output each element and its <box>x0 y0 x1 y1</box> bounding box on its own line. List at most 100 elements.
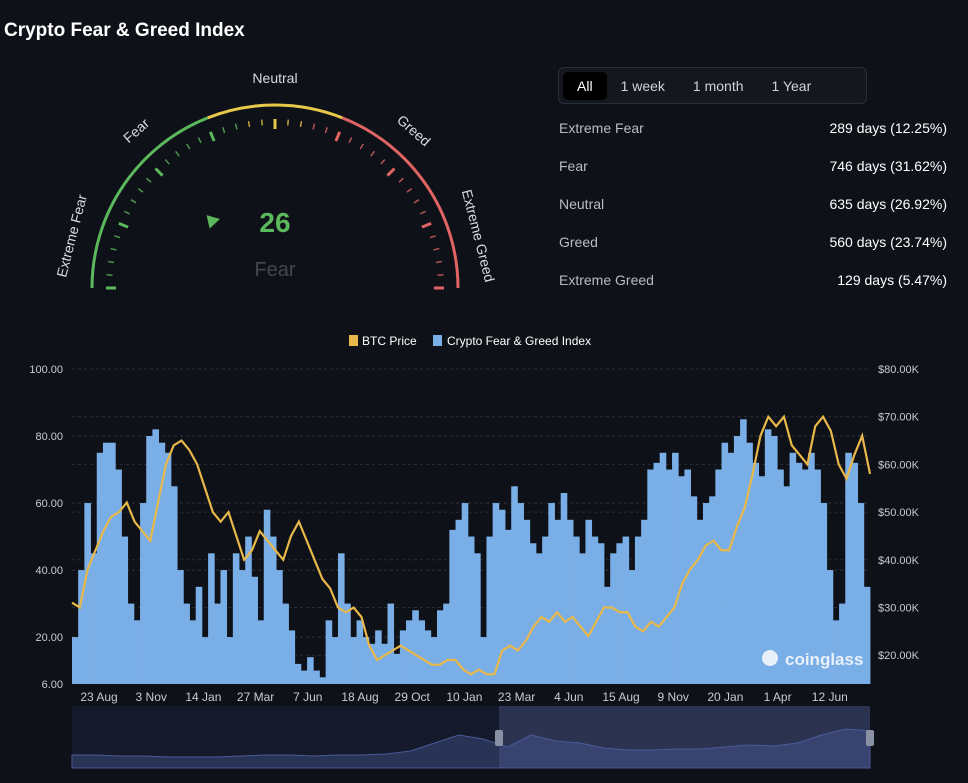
index-bar <box>313 670 320 684</box>
gauge-tick <box>234 123 238 130</box>
stat-value: 560 days (23.74%) <box>829 234 947 250</box>
gauge-tick <box>130 199 137 204</box>
left-axis-tick: 100.00 <box>29 364 63 376</box>
left-axis-tick: 80.00 <box>35 431 63 443</box>
index-bar <box>517 503 524 684</box>
gauge-tick <box>324 127 328 134</box>
index-bar <box>548 503 555 684</box>
index-bar <box>566 519 574 684</box>
x-axis-tick: 23 Aug <box>80 690 117 704</box>
index-bar <box>158 442 166 684</box>
index-bar <box>307 657 314 684</box>
index-bar <box>164 452 172 684</box>
gauge-tick <box>118 221 129 229</box>
index-bar <box>109 442 116 684</box>
index-bar <box>820 503 828 684</box>
x-axis-tick: 14 Jan <box>185 690 221 704</box>
gauge-arc <box>90 116 209 289</box>
x-axis-tick: 12 Jun <box>812 690 848 704</box>
stat-label: Extreme Greed <box>559 272 654 288</box>
tab-1-year[interactable]: 1 Year <box>771 77 812 94</box>
right-axis-tick: $70.00K <box>878 412 920 424</box>
index-bar <box>641 519 648 684</box>
index-bar <box>622 536 630 684</box>
gauge-tick <box>110 247 117 251</box>
index-bar <box>505 529 512 684</box>
stat-label: Extreme Fear <box>559 120 644 136</box>
tab-all[interactable]: All <box>563 71 607 100</box>
index-bar <box>808 452 815 684</box>
index-bar <box>467 536 475 684</box>
legend-swatch-index <box>433 335 442 346</box>
index-bar <box>832 620 840 684</box>
index-bar <box>430 637 438 684</box>
index-bar <box>814 469 821 684</box>
stats-list: Extreme Fear 289 days (12.25%) Fear 746 da… <box>559 120 947 310</box>
gauge-tick <box>186 143 191 150</box>
left-axis-tick: 6.00 <box>42 679 63 691</box>
gauge-tick <box>386 167 396 177</box>
navigator-handle-right[interactable] <box>866 730 874 746</box>
right-axis-tick: $20.00K <box>878 650 920 662</box>
history-chart: BTC Price Crypto Fear & Greed Index 100.00… <box>29 334 920 769</box>
gauge-tick <box>107 260 115 264</box>
index-bar <box>362 637 370 684</box>
index-bar <box>647 469 654 684</box>
gauge-tick <box>114 235 121 239</box>
gauge-tick <box>312 123 316 130</box>
index-bar <box>245 536 252 684</box>
index-bar <box>72 637 79 684</box>
index-bar <box>628 570 636 684</box>
gauge-tick <box>299 120 303 128</box>
x-axis-tick: 9 Nov <box>658 690 689 704</box>
index-bar <box>492 503 500 684</box>
index-bar <box>375 630 382 684</box>
index-bar <box>276 570 283 684</box>
fear-greed-gauge: Extreme Fear Fear Neutral Greed Extreme Gree… <box>53 70 498 290</box>
right-axis-tick: $60.00K <box>878 459 920 471</box>
index-bar <box>783 486 790 684</box>
tab-1-week[interactable]: 1 week <box>620 77 665 94</box>
index-bar <box>511 486 518 684</box>
gauge-value: 26 <box>259 207 290 238</box>
index-bar <box>604 586 611 684</box>
index-bar <box>771 436 778 684</box>
gauge-tick <box>146 177 152 183</box>
x-axis-tick: 1 Apr <box>764 690 792 704</box>
stat-greed: Greed 560 days (23.74%) <box>559 234 947 272</box>
index-bar <box>226 637 234 684</box>
index-bar <box>146 436 153 684</box>
navigator-selection <box>499 706 870 768</box>
index-bar <box>436 610 444 684</box>
index-bar <box>455 519 463 684</box>
index-bar <box>350 637 357 684</box>
index-bar <box>845 452 852 684</box>
navigator-handle-left[interactable] <box>495 730 503 746</box>
gauge-tick <box>359 143 364 150</box>
index-bar <box>300 670 308 684</box>
stat-label: Fear <box>559 158 588 174</box>
x-axis-tick: 10 Jan <box>446 690 482 704</box>
index-bar <box>801 469 809 684</box>
gauge-tick <box>380 159 386 165</box>
index-bar <box>115 469 122 684</box>
x-axis-tick: 29 Oct <box>395 690 431 704</box>
gauge-zone-label: Extreme Fear <box>53 192 90 278</box>
gauge-tick <box>175 150 180 157</box>
stat-extreme-greed: Extreme Greed 129 days (5.47%) <box>559 272 947 310</box>
index-bar <box>573 536 580 684</box>
index-bar <box>554 519 562 684</box>
tab-1-month[interactable]: 1 month <box>692 77 744 94</box>
watermark: coinglass <box>785 650 863 669</box>
index-bar <box>665 469 673 684</box>
gauge-tick <box>421 221 432 229</box>
index-bar <box>121 536 129 684</box>
index-bar <box>177 570 184 684</box>
x-axis-tick: 4 Jun <box>554 690 583 704</box>
gauge-tick <box>419 210 426 215</box>
gauge-tick <box>398 177 404 183</box>
index-bar <box>529 543 537 684</box>
index-bar <box>616 543 623 684</box>
index-bar <box>480 637 487 684</box>
gauge-tick <box>164 159 170 165</box>
